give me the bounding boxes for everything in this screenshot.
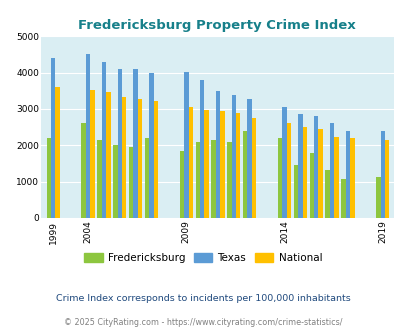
Bar [333, 137, 338, 218]
Bar [122, 97, 126, 218]
Bar [211, 140, 215, 218]
Bar [188, 108, 192, 218]
Bar [113, 145, 117, 218]
Bar [297, 115, 302, 218]
Bar [345, 131, 349, 218]
Text: © 2025 CityRating.com - https://www.cityrating.com/crime-statistics/: © 2025 CityRating.com - https://www.city… [64, 318, 341, 327]
Bar [195, 142, 199, 218]
Bar [86, 54, 90, 218]
Bar [324, 170, 329, 218]
Bar [106, 92, 110, 218]
Bar [51, 58, 55, 218]
Bar [277, 138, 281, 218]
Bar [153, 101, 158, 218]
Bar [318, 128, 322, 218]
Bar [215, 91, 220, 218]
Bar [235, 113, 240, 218]
Bar [145, 138, 149, 218]
Bar [220, 112, 224, 218]
Bar [286, 123, 290, 218]
Bar [329, 123, 333, 218]
Bar [340, 179, 345, 218]
Bar [90, 90, 94, 218]
Bar [379, 131, 384, 218]
Bar [375, 177, 379, 218]
Bar [183, 72, 188, 218]
Bar [117, 69, 122, 218]
Text: Crime Index corresponds to incidents per 100,000 inhabitants: Crime Index corresponds to incidents per… [55, 294, 350, 303]
Title: Fredericksburg Property Crime Index: Fredericksburg Property Crime Index [78, 19, 355, 32]
Bar [149, 73, 153, 218]
Bar [47, 138, 51, 218]
Bar [227, 142, 231, 218]
Bar [179, 150, 183, 218]
Bar [251, 117, 256, 218]
Bar [102, 62, 106, 218]
Bar [309, 153, 313, 218]
Bar [97, 140, 102, 218]
Bar [247, 99, 251, 218]
Bar [231, 95, 235, 218]
Bar [302, 127, 306, 218]
Bar [349, 138, 354, 218]
Bar [55, 87, 60, 218]
Bar [199, 80, 204, 218]
Bar [81, 123, 86, 218]
Bar [293, 165, 297, 218]
Bar [204, 110, 208, 218]
Bar [129, 147, 133, 218]
Bar [313, 116, 318, 218]
Bar [133, 69, 138, 218]
Bar [281, 107, 286, 218]
Legend: Fredericksburg, Texas, National: Fredericksburg, Texas, National [79, 248, 326, 267]
Bar [243, 131, 247, 218]
Bar [384, 140, 388, 218]
Bar [138, 99, 142, 218]
